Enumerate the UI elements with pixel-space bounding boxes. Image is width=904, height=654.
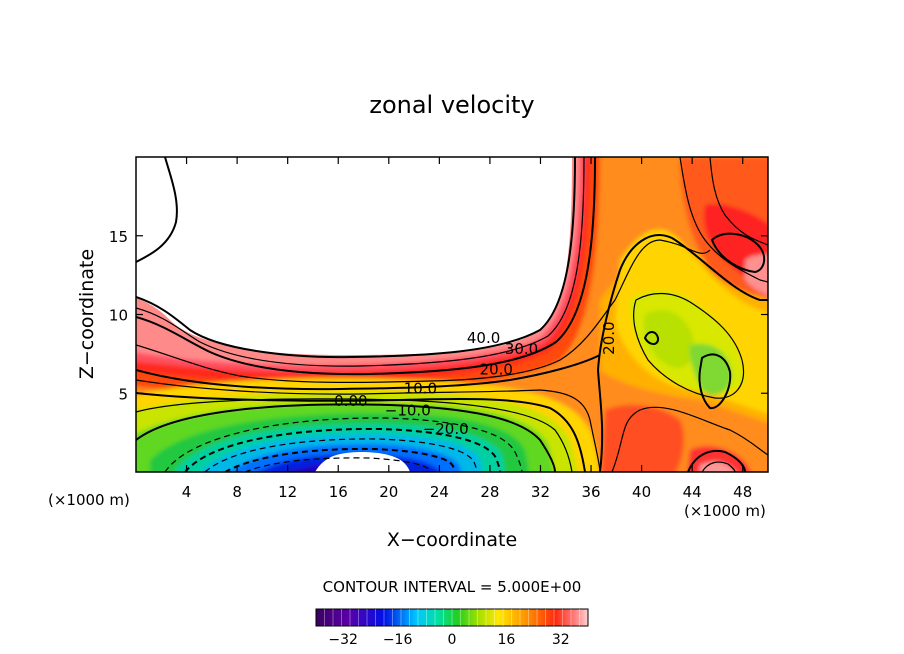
y-tick-label: 10 bbox=[109, 307, 128, 325]
colorbar-tick-label: 32 bbox=[552, 632, 570, 648]
x-tick-label: 24 bbox=[430, 483, 449, 501]
x-unit-left: (×1000 m) bbox=[48, 491, 130, 509]
x-tick-label: 28 bbox=[480, 483, 499, 501]
colorbar bbox=[315, 608, 589, 627]
x-tick-label: 16 bbox=[329, 483, 348, 501]
x-tick-label: 36 bbox=[581, 483, 600, 501]
colorbar-bins bbox=[324, 609, 580, 626]
y-tick-label: 15 bbox=[109, 228, 128, 246]
contour-label: −20.0 bbox=[423, 420, 469, 438]
contour-label: 20.0 bbox=[600, 321, 618, 354]
x-tick-label: 12 bbox=[278, 483, 297, 501]
x-tick-label: 20 bbox=[379, 483, 398, 501]
contour-label: −10.0 bbox=[385, 401, 431, 419]
y-tick-label: 5 bbox=[118, 385, 128, 403]
contour-label: 20.0 bbox=[480, 360, 513, 378]
x-unit-right: (×1000 m) bbox=[684, 502, 766, 520]
x-axis-label: X−coordinate bbox=[387, 529, 517, 551]
contour-interval: CONTOUR INTERVAL = 5.000E+00 bbox=[323, 578, 582, 596]
x-tick-label: 32 bbox=[531, 483, 550, 501]
colorbar-tick-label: 16 bbox=[497, 632, 515, 648]
colorbar-tick-label: −16 bbox=[383, 632, 413, 648]
x-axis: 4 8 12 16 20 24 28 32 36 40 44 48 bbox=[182, 157, 752, 501]
colorbar-ticks: −32 −16 0 16 32 bbox=[328, 632, 569, 648]
contour-labels: 40.0 30.0 20.0 20.0 10.0 0.00 −10.0−20.0 bbox=[334, 321, 618, 438]
chart-title: zonal velocity bbox=[369, 91, 534, 119]
contour-label: 0.00 bbox=[334, 392, 367, 410]
contour-label: 10.0 bbox=[404, 379, 437, 397]
contour-label: 30.0 bbox=[505, 340, 538, 358]
x-tick-label: 40 bbox=[632, 483, 651, 501]
x-tick-label: 44 bbox=[683, 483, 702, 501]
y-axis-label: Z−coordinate bbox=[76, 249, 98, 379]
contour-lines bbox=[136, 157, 768, 472]
x-tick-label: 4 bbox=[182, 483, 192, 501]
colorbar-tick-label: 0 bbox=[448, 632, 457, 648]
x-tick-label: 8 bbox=[232, 483, 242, 501]
y-axis: 5 10 15 bbox=[109, 228, 768, 403]
x-tick-label: 48 bbox=[733, 483, 752, 501]
colorbar-tick-label: −32 bbox=[328, 632, 358, 648]
contour-label: 40.0 bbox=[467, 329, 500, 347]
